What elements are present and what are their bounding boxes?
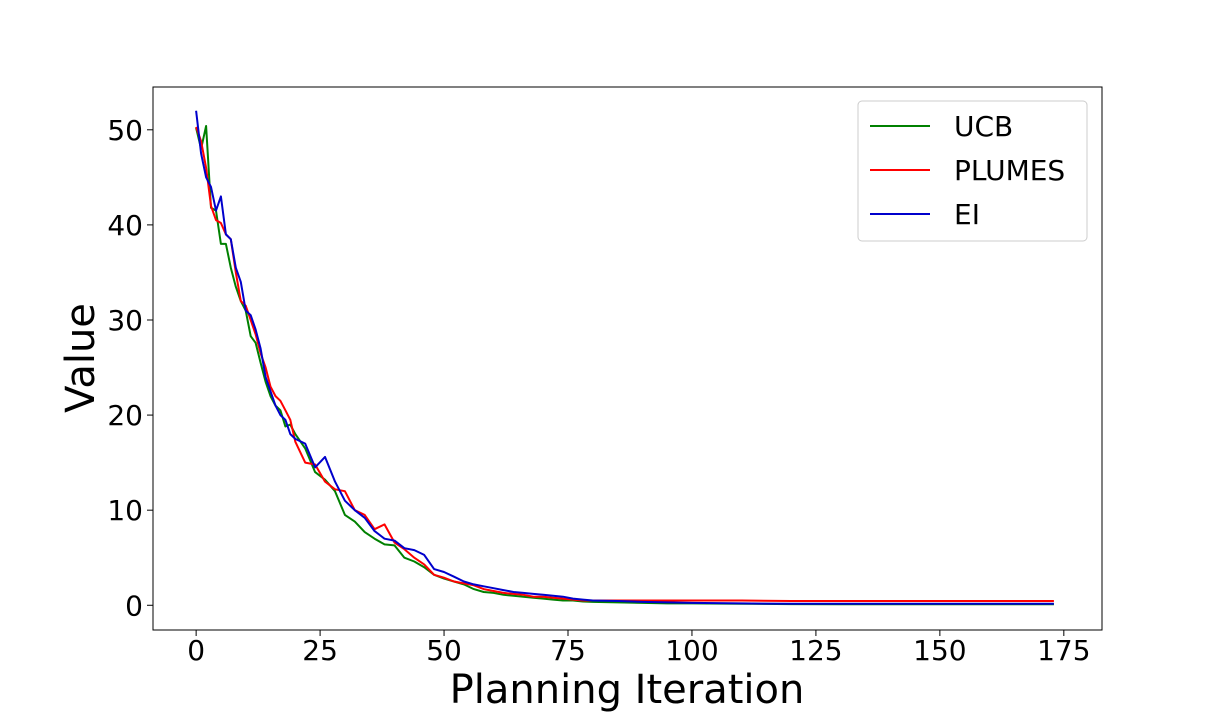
x-tick-label: 75 <box>550 634 586 667</box>
y-tick-label: 10 <box>107 494 143 527</box>
x-tick-label: 0 <box>187 634 205 667</box>
x-axis-title: Planning Iteration <box>450 667 805 713</box>
x-axis-ticks: 0 25 50 75 100 125 150 175 <box>187 630 1091 667</box>
x-tick-label: 125 <box>789 634 842 667</box>
series-line-ei <box>195 110 1054 605</box>
legend: UCB PLUMES EI <box>857 100 1088 242</box>
x-tick-label: 100 <box>665 634 718 667</box>
plot-area-frame <box>152 86 1103 631</box>
y-tick-label: 50 <box>107 114 143 147</box>
series-line-ucb <box>195 125 1054 606</box>
y-tick-label: 0 <box>125 589 143 622</box>
y-tick-label: 20 <box>107 399 143 432</box>
series-layer <box>195 110 1054 606</box>
y-axis-ticks: 0 10 20 30 40 50 <box>107 114 153 622</box>
legend-entries: UCB PLUMES EI <box>870 110 1065 231</box>
legend-label-ei: EI <box>954 198 980 231</box>
y-tick-label: 40 <box>107 209 143 242</box>
legend-label-plumes: PLUMES <box>954 154 1065 187</box>
x-tick-label: 175 <box>1037 634 1090 667</box>
x-tick-label: 150 <box>913 634 966 667</box>
x-tick-label: 50 <box>426 634 462 667</box>
x-tick-label: 25 <box>302 634 338 667</box>
y-axis-title: Value <box>58 303 104 413</box>
legend-box <box>857 100 1088 242</box>
y-tick-label: 30 <box>107 304 143 337</box>
legend-label-ucb: UCB <box>954 110 1013 143</box>
